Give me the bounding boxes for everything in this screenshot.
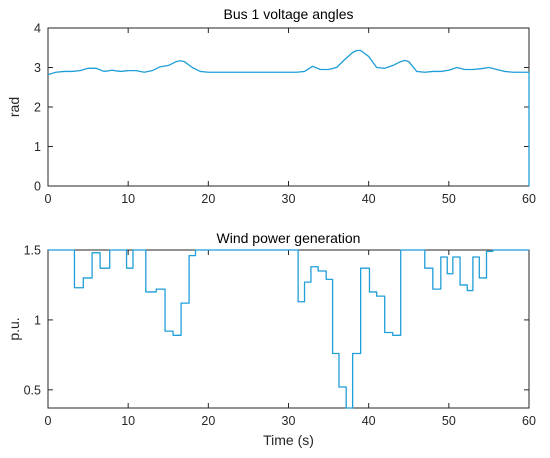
series-line [47,49,530,186]
chart-wind-power-generation: Wind power generation p.u. Time (s) 0 10 2… [6,230,536,448]
data-series [47,49,530,186]
x-tick-label: 0 [45,192,52,206]
x-tick-label: 30 [282,414,296,428]
axis-ticks: 0 10 20 30 40 50 60 0.5 1 1.5 [24,244,536,429]
x-tick-label: 60 [522,192,536,206]
chart-bus1-voltage-angles: Bus 1 voltage angles rad 0 10 20 30 40 50 60 0 1… [6,6,536,206]
y-tick-label: 0.5 [24,383,41,397]
x-tick-label: 50 [442,192,456,206]
y-tick-label: 1.5 [24,244,41,258]
x-tick-label: 10 [121,414,135,428]
y-tick-label: 3 [34,61,41,75]
axis-ticks: 0 10 20 30 40 50 60 0 1 2 3 4 [34,22,536,207]
y-axis-label: rad [6,97,22,117]
y-tick-label: 2 [34,101,41,115]
x-tick-label: 40 [362,192,376,206]
x-tick-label: 20 [201,414,215,428]
y-tick-label: 1 [34,313,41,327]
x-tick-label: 50 [442,414,456,428]
plot-area [47,27,530,187]
chart-title: Bus 1 voltage angles [224,6,354,22]
x-tick-label: 0 [45,414,52,428]
x-tick-label: 40 [362,414,376,428]
y-axis-label: p.u. [6,317,22,340]
data-series [48,249,529,409]
x-tick-label: 10 [121,192,135,206]
y-tick-label: 1 [34,140,41,154]
series-line [48,249,529,409]
y-tick-label: 0 [34,180,41,194]
plot-area [47,249,530,409]
chart-title: Wind power generation [217,230,361,246]
x-tick-label: 30 [282,192,296,206]
x-axis-label: Time (s) [263,432,314,448]
x-tick-label: 20 [201,192,215,206]
y-tick-label: 4 [34,22,41,36]
x-tick-label: 60 [522,414,536,428]
